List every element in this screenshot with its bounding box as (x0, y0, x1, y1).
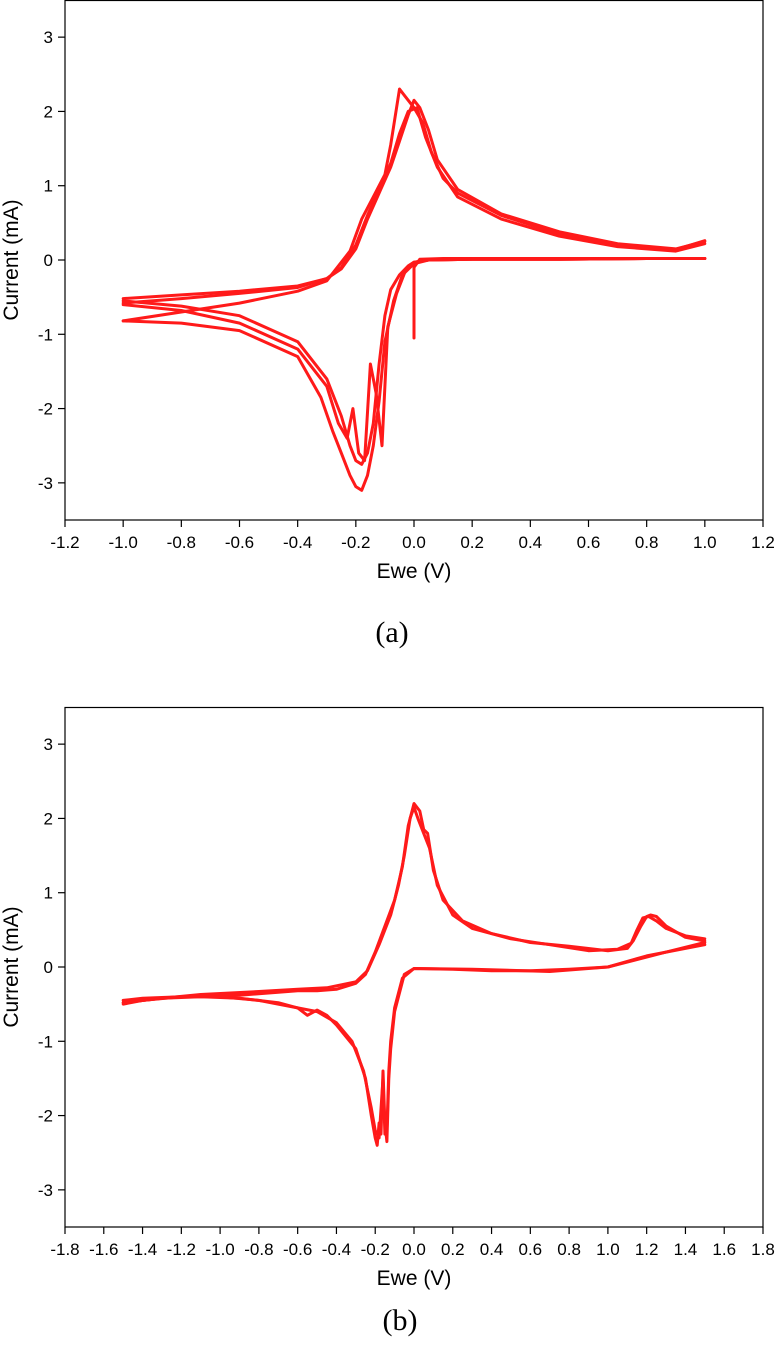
x-tick-label: 1.8 (751, 1240, 775, 1259)
y-tick-label: -3 (38, 474, 53, 493)
y-axis-title: Current (mA) (0, 906, 23, 1027)
series-line-3 (121, 805, 707, 1005)
series-line-7 (121, 257, 707, 492)
x-tick-label: 0.2 (460, 533, 484, 552)
y-tick-label: 1 (44, 884, 53, 903)
y-tick-label: -2 (38, 400, 53, 419)
x-axis-title: Ewe (V) (377, 1267, 452, 1290)
y-tick-label: -2 (38, 1107, 53, 1126)
plot-frame (64, 0, 764, 521)
x-tick-label: -0.4 (322, 1240, 351, 1259)
x-tick-label: -0.2 (341, 533, 370, 552)
y-tick-label: 2 (44, 102, 53, 121)
x-tick-label: 1.2 (635, 1240, 659, 1259)
y-tick-label: 3 (44, 735, 53, 754)
y-tick-label: -3 (38, 1181, 53, 1200)
x-tick-label: -0.6 (283, 1240, 312, 1259)
y-tick-label: -1 (38, 1032, 53, 1051)
x-axis-title: Ewe (V) (377, 560, 452, 583)
x-tick-label: -1.8 (50, 1240, 79, 1259)
y-tick-label: 3 (44, 28, 53, 47)
x-tick-label: 0.8 (557, 1240, 581, 1259)
series-line-4 (121, 106, 707, 305)
plot-area-a: -1.2 -1.0 -0.8 -0.6 -0.4 -0.2 0.0 0.2 0.4 0.6 0.8 1… (0, 0, 775, 583)
x-tick-label: 1.2 (751, 533, 775, 552)
x-tick-label: -1.4 (128, 1240, 157, 1259)
plot-area-b: -1.8 -1.6 -1.4 -1.2 -1.0 -0.8 -0.6 -0.4 -0.2 0.0 0… (0, 706, 775, 1290)
x-tick-label: 0.6 (519, 1240, 543, 1259)
x-tick-label: 0.4 (519, 533, 543, 552)
x-tick-label: -1.0 (109, 533, 138, 552)
x-tick-label: -0.2 (361, 1240, 390, 1259)
x-tick-label: 1.0 (596, 1240, 620, 1259)
x-tick-label: 0.0 (402, 533, 426, 552)
x-tick-label: -1.2 (167, 1240, 196, 1259)
y-tick-label: 2 (44, 809, 53, 828)
x-tick-label: -0.4 (283, 533, 312, 552)
x-tick-label: 1.6 (712, 1240, 736, 1259)
series-line-2 (121, 943, 707, 1147)
chart-panel-a: -1.2 -1.0 -0.8 -0.6 -0.4 -0.2 0.0 0.2 0.4 0.6 0.8 1… (0, 0, 775, 649)
series-line-1 (412, 257, 707, 340)
y-tick-label: 0 (44, 251, 53, 270)
y-tick-label: -1 (38, 325, 53, 344)
x-tick-label: -1.6 (89, 1240, 118, 1259)
x-tick-label: 1.4 (674, 1240, 698, 1259)
caption-b: (b) (383, 1304, 418, 1337)
series-line-1 (121, 802, 707, 1006)
x-tick-label: -0.6 (225, 533, 254, 552)
chart-panel-b: -1.8 -1.6 -1.4 -1.2 -1.0 -0.8 -0.6 -0.4 -0.2 0.0 0… (0, 706, 775, 1337)
x-tick-label: 0.6 (577, 533, 601, 552)
y-axis-title: Current (mA) (0, 199, 23, 320)
x-tick-label: -1.2 (50, 533, 79, 552)
x-tick-label: 1.0 (693, 533, 717, 552)
y-tick-label: 1 (44, 177, 53, 196)
x-tick-label: 0.2 (441, 1240, 465, 1259)
x-tick-label: 0.8 (635, 533, 659, 552)
x-tick-label: -0.8 (244, 1240, 273, 1259)
x-tick-label: -1.0 (205, 1240, 234, 1259)
series-line-4 (121, 941, 707, 1140)
x-tick-label: -0.8 (167, 533, 196, 552)
x-tick-label: 0.0 (402, 1240, 426, 1259)
series-line-6 (121, 87, 707, 323)
caption-a: (a) (375, 616, 408, 649)
x-tick-label: 0.4 (480, 1240, 504, 1259)
y-tick-label: 0 (44, 958, 53, 977)
